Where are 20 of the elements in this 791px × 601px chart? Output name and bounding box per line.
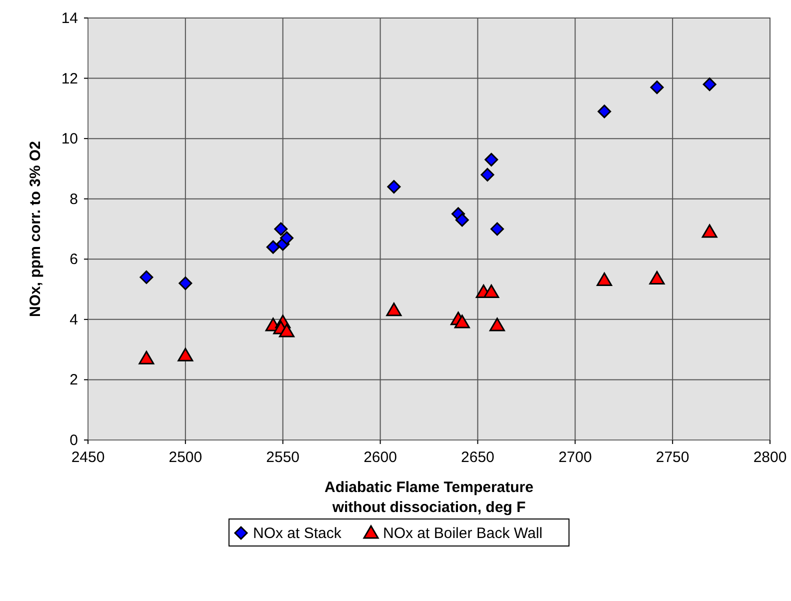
y-tick-label: 12 <box>61 70 78 88</box>
x-tick-label: 2800 <box>753 449 787 466</box>
legend-label: NOx at Stack <box>253 525 342 542</box>
x-tick-label: 2600 <box>364 449 397 466</box>
x-tick-label: 2650 <box>461 449 494 466</box>
x-tick-label: 2700 <box>558 449 592 466</box>
x-tick-label: 2500 <box>168 449 202 466</box>
y-tick-label: 14 <box>61 10 78 27</box>
x-tick-label: 2550 <box>266 449 300 466</box>
y-tick-label: 8 <box>70 190 78 208</box>
y-tick-label: 4 <box>70 311 78 328</box>
y-tick-label: 2 <box>70 372 78 389</box>
legend-label: NOx at Boiler Back Wall <box>383 525 542 542</box>
y-tick-label: 6 <box>70 251 78 268</box>
x-axis-title: Adiabatic Flame Temperature without dissociation, deg F <box>324 479 534 516</box>
y-tick-label: 10 <box>61 130 78 148</box>
y-axis-title: NOx, ppm corr. to 3% O2 <box>27 141 44 317</box>
x-tick-label: 2450 <box>71 449 105 466</box>
x-tick-label: 2750 <box>656 449 690 466</box>
y-tick-label: 0 <box>70 432 78 449</box>
